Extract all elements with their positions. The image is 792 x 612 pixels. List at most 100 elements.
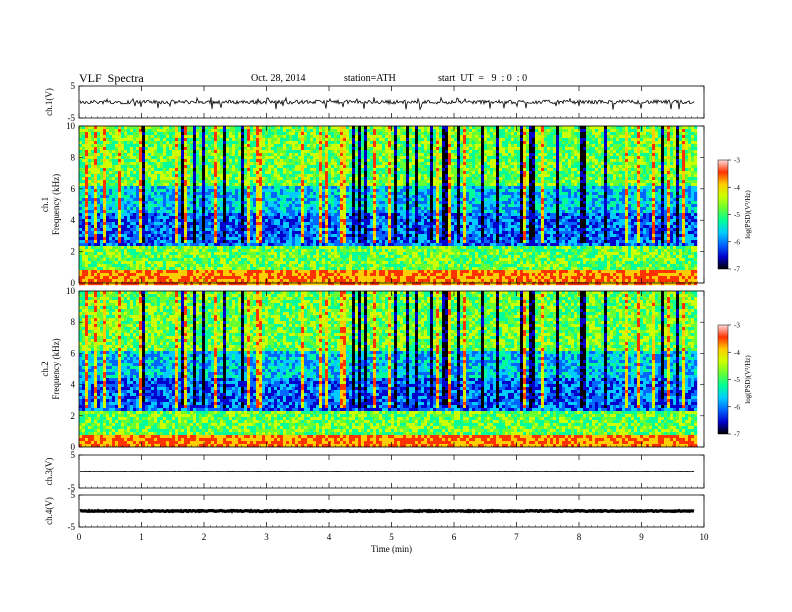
spectrogram-cell (661, 147, 665, 151)
spectrogram-cell (304, 162, 308, 166)
spectrogram-cell (388, 132, 392, 136)
spectrogram-cell (547, 183, 551, 187)
spectrogram-cell (304, 186, 308, 190)
spectrogram-cell (106, 177, 110, 181)
spectrogram-cell (517, 174, 521, 178)
spectrogram-cell (529, 165, 533, 169)
spectrogram-cell (118, 192, 122, 196)
spectrogram-cell (88, 189, 92, 193)
spectrogram-cell (163, 132, 167, 136)
spectrogram-cell (172, 195, 176, 199)
spectrogram-cell (427, 141, 431, 145)
spectrogram-cell (397, 195, 401, 199)
spectrogram-cell (424, 156, 428, 160)
spectrogram-cell (124, 135, 128, 139)
spectrogram-cell (340, 138, 344, 142)
spectrogram-cell (283, 162, 287, 166)
spectrogram-cell (145, 156, 149, 160)
spectrogram-cell (613, 189, 617, 193)
spectrogram-cell (202, 174, 206, 178)
spectrogram-cell (664, 174, 668, 178)
spectrogram-cell (217, 147, 221, 151)
spectrogram-cell (154, 165, 158, 169)
spectrogram-cell (574, 183, 578, 187)
spectrogram-cell (115, 129, 119, 133)
spectrogram-cell (667, 180, 671, 184)
spectrogram-cell (478, 144, 482, 148)
spectrogram-cell (541, 162, 545, 166)
spectrogram-cell (286, 144, 290, 148)
spectrogram-cell (391, 168, 395, 172)
spectrogram-cell (373, 162, 377, 166)
spectrogram-cell (241, 126, 245, 130)
spectrogram-cell (520, 132, 524, 136)
spectrogram-cell (628, 141, 632, 145)
spectrogram-cell (310, 153, 314, 157)
spectrogram-cell (208, 192, 212, 196)
spectrogram-cell (331, 171, 335, 175)
spectrogram-cell (154, 126, 158, 130)
spectrogram-cell (340, 144, 344, 148)
spectrogram-cell (325, 126, 329, 130)
spectrogram-cell (499, 132, 503, 136)
spectrogram-cell (268, 156, 272, 160)
spectrogram-cell (448, 138, 452, 142)
spectrogram-cell (469, 195, 473, 199)
spectrogram-cell (691, 159, 695, 163)
spectrogram-cell (379, 132, 383, 136)
spectrogram-cell (124, 165, 128, 169)
spectrogram-cell (103, 144, 107, 148)
spectrogram-cell (340, 135, 344, 139)
spectrogram-cell (349, 195, 353, 199)
spectrogram-cell (583, 159, 587, 163)
spectrogram-cell (187, 162, 191, 166)
spectrogram-cell (271, 195, 275, 199)
spectrogram-cell (556, 135, 560, 139)
spectrogram-cell (145, 192, 149, 196)
spectrogram-cell (385, 171, 389, 175)
spectrogram-cell (130, 162, 134, 166)
spectrogram-cell (664, 192, 668, 196)
spectrogram-cell (529, 183, 533, 187)
spectrogram-cell (262, 159, 266, 163)
spectrogram-cell (565, 165, 569, 169)
spectrogram-cell (514, 171, 518, 175)
spectrogram-cell (442, 159, 446, 163)
spectrogram-cell (370, 147, 374, 151)
station-label: station=ATH (344, 73, 396, 84)
spectrogram-cell (85, 132, 89, 136)
spectrogram-cell (496, 147, 500, 151)
spectrogram-cell (517, 165, 521, 169)
spectrogram-cell (283, 141, 287, 145)
spectrogram-cell (169, 156, 173, 160)
spectrogram-cell (154, 129, 158, 133)
spectrogram-cell (526, 129, 530, 133)
spectrogram-cell (631, 183, 635, 187)
spectrogram-cell (331, 192, 335, 196)
spectrogram-cell (199, 147, 203, 151)
spectrogram-cell (130, 153, 134, 157)
spectrogram-cell (691, 156, 695, 160)
spectrogram-cell (439, 159, 443, 163)
spectrogram-cell (178, 186, 182, 190)
spectrogram-cell (469, 156, 473, 160)
spectrogram-cell (271, 156, 275, 160)
spectrogram-cell (223, 144, 227, 148)
spectrogram-cell (496, 144, 500, 148)
spectrogram-cell (595, 147, 599, 151)
spectrogram-cell (535, 126, 539, 130)
spectrogram-cell (286, 153, 290, 157)
spectrogram-cell (589, 177, 593, 181)
spectrogram-cell (91, 168, 95, 172)
spectrogram-cell (532, 153, 536, 157)
spectrogram-cell (649, 156, 653, 160)
spectrogram-cell (685, 141, 689, 145)
spectrogram-cell (382, 162, 386, 166)
spectrogram-cell (442, 126, 446, 130)
spectrogram-cell (490, 150, 494, 154)
spectrogram-cell (493, 150, 497, 154)
spectrogram-cell (223, 129, 227, 133)
spectrogram-cell (94, 141, 98, 145)
spectrogram-cell (286, 156, 290, 160)
spectrogram-cell (202, 129, 206, 133)
